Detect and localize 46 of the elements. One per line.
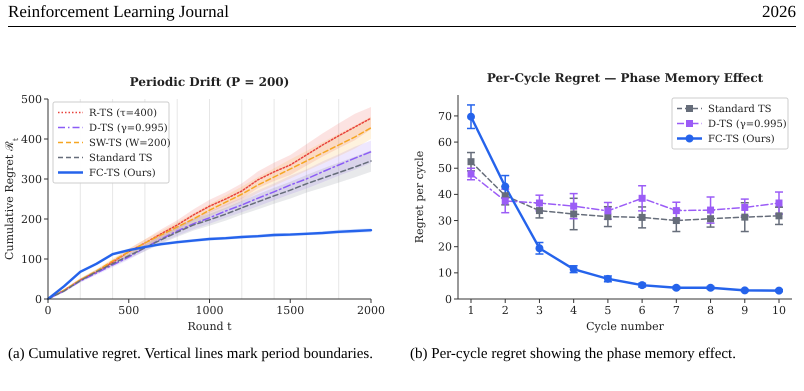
x-tick-label: 9 (741, 304, 748, 317)
x-tick-label: 10 (772, 304, 786, 317)
y-tick-label: 70 (438, 110, 452, 123)
y-tick-label: 300 (21, 172, 42, 186)
y-tick-label: 10 (438, 266, 452, 280)
legend-label: Standard TS (708, 104, 772, 115)
x-tick-label: 4 (570, 304, 578, 317)
legend-label: Standard TS (89, 153, 153, 164)
x-tick-label: 1000 (196, 304, 224, 317)
y-tick-label: 0 (35, 292, 42, 306)
legend-label: FC-TS (Ours) (89, 168, 156, 179)
legend-label: FC-TS (Ours) (708, 134, 775, 145)
text: (a) Cumulative regret. Vertical lines mark period boundaries. (8, 345, 374, 364)
text: 2026 (762, 2, 796, 23)
chart-title: Per-Cycle Regret — Phase Memory Effect (486, 71, 764, 85)
y-tick-label: 200 (21, 212, 42, 226)
x-tick-label: 2000 (357, 304, 385, 317)
text: (b) Per-cycle regret showing the phase memory effect. (410, 345, 737, 364)
y-axis-title: Regret per cycle (413, 150, 426, 244)
y-tick-label: 40 (438, 188, 452, 202)
x-axis-title: Cycle number (586, 320, 665, 333)
x-tick-label: 5 (604, 304, 612, 317)
x-tick-label: 8 (707, 304, 714, 317)
text: Reinforcement Learning Journal (8, 2, 229, 23)
y-tick-label: 30 (438, 214, 452, 228)
x-tick-label: 1 (468, 304, 474, 317)
chart-title: Periodic Drift (P = 200) (130, 75, 290, 89)
legend-label: D-TS (γ=0.995) (89, 123, 168, 134)
y-tick-label: 60 (438, 136, 452, 149)
legend-label: SW-TS (W=200) (89, 138, 171, 149)
y-tick-label: 0 (445, 292, 452, 306)
x-tick-label: 0 (44, 304, 52, 317)
y-tick-label: 100 (21, 252, 42, 266)
y-tick-label: 500 (21, 92, 42, 106)
legend-label: D-TS (γ=0.995) (708, 119, 787, 130)
x-tick-label: 1500 (276, 304, 304, 317)
x-tick-label: 500 (118, 304, 140, 317)
x-axis-title: Round t (187, 320, 232, 333)
x-tick-label: 6 (638, 304, 646, 317)
x-tick-label: 2 (502, 304, 509, 317)
x-tick-label: 7 (672, 304, 680, 317)
x-tick-label: 3 (536, 304, 543, 317)
y-tick-label: 20 (438, 240, 452, 254)
y-tick-label: 400 (21, 132, 42, 146)
legend-label: R-TS (τ=400) (89, 108, 158, 119)
y-tick-label: 50 (438, 162, 452, 176)
